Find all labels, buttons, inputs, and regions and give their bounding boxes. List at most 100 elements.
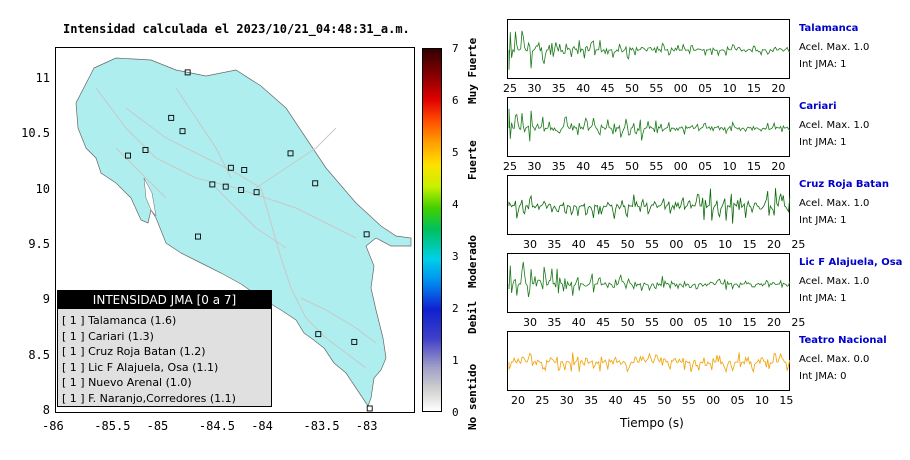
station-acel: Acel. Max. 1.0 [799, 120, 870, 131]
station-marker [315, 331, 322, 338]
station-markers [125, 69, 373, 412]
time-tick: 10 [718, 316, 733, 329]
legend-title: INTENSIDAD JMA [0 a 7] [58, 291, 271, 309]
time-tick: 35 [584, 394, 599, 407]
time-tick: 15 [779, 394, 794, 407]
time-tick: 35 [551, 160, 566, 173]
map-y-tick: 10 [35, 181, 50, 196]
waveform [508, 261, 791, 297]
map-y-tick: 10.5 [21, 126, 50, 141]
map-y-tick: 9.5 [28, 236, 50, 251]
time-tick: 05 [698, 82, 713, 95]
time-tick: 15 [747, 82, 761, 95]
station-marker [287, 150, 294, 157]
time-tick: 40 [608, 394, 623, 407]
time-tick: 30 [523, 316, 537, 329]
time-tick: 00 [706, 394, 721, 407]
time-tick: 25 [791, 238, 806, 251]
map-x-tick: -84.5 [198, 419, 236, 433]
time-tick: 35 [547, 316, 562, 329]
waveform [508, 30, 791, 70]
time-tick: 40 [576, 160, 591, 173]
station-name: Cruz Roja Batan [799, 179, 889, 190]
station-name: Teatro Nacional [799, 335, 887, 346]
station-name: Cariari [799, 101, 837, 112]
time-ticks: 25 30 35 40 45 50 55 00 05 10 15 20 [503, 82, 790, 96]
station-acel: Acel. Max. 1.0 [799, 42, 870, 53]
colorbar-name: Muy Fuerte [466, 37, 479, 104]
station-marker [238, 187, 245, 193]
time-tick: 15 [742, 316, 757, 329]
time-tick: 10 [722, 160, 737, 173]
time-ticks: 20 25 30 35 40 45 50 55 00 05 10 15 [507, 394, 794, 408]
time-tick: 55 [649, 160, 664, 173]
colorbar-name: Debil [466, 300, 479, 334]
time-tick: 05 [698, 160, 713, 173]
time-tick: 30 [559, 394, 574, 407]
station-int: Int JMA: 1 [799, 215, 847, 226]
time-tick: 55 [649, 82, 664, 95]
time-tick: 15 [747, 160, 761, 173]
map-x-tick: -83 [355, 419, 378, 433]
map-y-tick: 8 [42, 402, 50, 417]
map-x-tick: -84 [251, 419, 273, 433]
station-name: Talamanca [799, 23, 859, 34]
colorbar-tick: 7 [452, 42, 459, 55]
time-tick: 00 [673, 82, 688, 95]
trace-panel [507, 331, 791, 391]
station-info: Cariari Acel. Max. 1.0 Int JMA: 1 [799, 101, 869, 148]
map-x-tick: -85 [146, 419, 169, 433]
colorbar-tick: 5 [452, 146, 459, 159]
time-tick: 40 [571, 238, 586, 251]
legend-list: [ 1 ] Talamanca (1.6) [ 1 ] Cariari (1.3)… [62, 313, 236, 406]
legend-item: [ 1 ] Lic F Alajuela, Osa (1.1) [62, 360, 219, 374]
road-network [95, 87, 377, 369]
time-tick: 05 [693, 238, 708, 251]
time-tick: 50 [620, 238, 635, 251]
time-tick: 25 [503, 82, 517, 95]
time-tick: 05 [693, 316, 708, 329]
time-tick: 30 [523, 238, 537, 251]
legend-item: [ 1 ] Nuevo Arenal (1.0) [62, 376, 192, 389]
waveform-line [508, 30, 791, 70]
time-tick: 50 [620, 316, 635, 329]
station-int: Int JMA: 0 [799, 371, 847, 382]
station-acel: Acel. Max. 1.0 [799, 276, 870, 287]
time-tick: 10 [722, 82, 737, 95]
colorbar-tick: 6 [452, 94, 459, 107]
time-tick: 00 [669, 316, 684, 329]
colorbar-name: Fuerte [466, 140, 479, 180]
map-x-tick: -86 [42, 419, 64, 433]
waveform-line [508, 108, 791, 142]
station-marker [179, 128, 186, 135]
station-name: Lic F Alajuela, Osa [799, 257, 903, 268]
map-x-tick: -85.5 [94, 419, 131, 433]
station-info: Teatro Nacional Acel. Max. 0.0 Int JMA: 0 [799, 335, 887, 382]
trace-panel [507, 97, 791, 157]
station-marker [168, 114, 175, 121]
waveform-line [508, 352, 791, 374]
map-y-tick: 8.5 [28, 347, 50, 362]
time-tick: 40 [576, 82, 591, 95]
colorbar-name: Moderado [466, 235, 479, 288]
colorbar-tick: 1 [452, 354, 459, 367]
station-int: Int JMA: 1 [799, 293, 847, 304]
station-info: Lic F Alajuela, Osa Acel. Max. 1.0 Int JMA… [799, 257, 902, 304]
time-axis-title: Tiempo (s) [620, 416, 684, 430]
legend-item: [ 1 ] Talamanca (1.6) [62, 314, 177, 327]
time-tick: 15 [742, 238, 757, 251]
station-marker [253, 189, 260, 196]
station-marker [241, 167, 248, 173]
legend-item: [ 1 ] F. Naranjo,Corredores (1.1) [62, 391, 236, 405]
waveform [508, 108, 791, 142]
colorbar-name: No sentido [466, 363, 479, 430]
time-tick: 35 [551, 82, 566, 95]
station-marker [125, 152, 131, 159]
station-int: Int JMA: 1 [799, 59, 847, 70]
time-tick: 40 [571, 316, 586, 329]
time-tick: 55 [645, 316, 659, 329]
waveform-line [508, 261, 791, 297]
station-acel: Acel. Max. 1.0 [799, 198, 870, 209]
costa-rica-map [75, 57, 412, 412]
time-tick: 10 [718, 238, 733, 251]
